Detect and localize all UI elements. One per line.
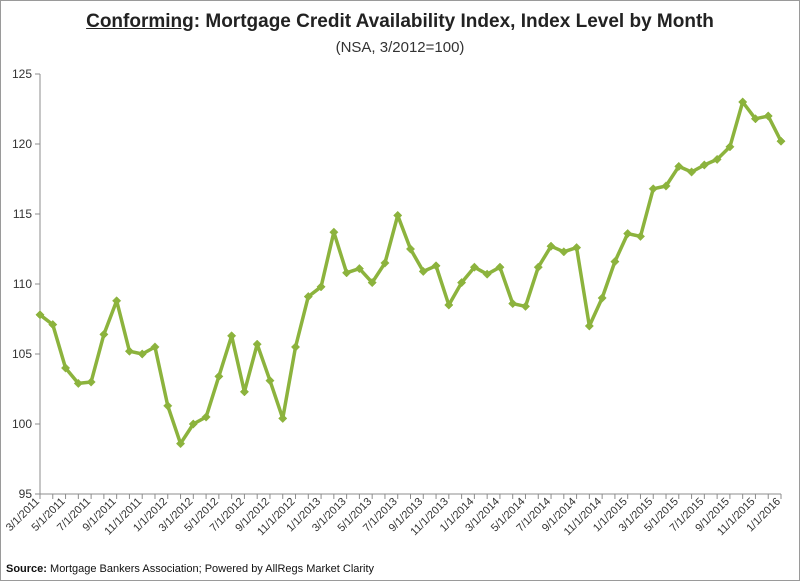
data-point bbox=[725, 142, 735, 152]
data-point bbox=[73, 378, 83, 388]
data-point bbox=[380, 258, 390, 268]
data-point bbox=[265, 376, 275, 386]
data-point bbox=[750, 114, 761, 124]
data-point bbox=[635, 231, 646, 241]
data-point bbox=[48, 320, 58, 330]
data-point bbox=[738, 97, 748, 107]
y-tick-label: 120 bbox=[12, 137, 32, 151]
data-point bbox=[99, 329, 109, 339]
data-point bbox=[469, 262, 479, 272]
data-point bbox=[163, 401, 173, 411]
data-point bbox=[584, 321, 594, 331]
chart-title-rest: : Mortgage Credit Availability Index, In… bbox=[193, 11, 714, 32]
data-point bbox=[35, 310, 45, 320]
data-point bbox=[674, 161, 684, 171]
data-point bbox=[393, 210, 403, 220]
data-point bbox=[316, 282, 326, 292]
chart-title-emphasis: Conforming bbox=[86, 11, 194, 32]
data-point bbox=[112, 296, 122, 306]
data-point bbox=[597, 293, 607, 303]
data-point bbox=[175, 439, 186, 449]
data-point bbox=[354, 264, 364, 274]
y-tick-label: 115 bbox=[13, 207, 32, 221]
source-text: Mortgage Bankers Association; Powered by… bbox=[46, 563, 375, 575]
data-point bbox=[457, 278, 467, 288]
data-point bbox=[699, 160, 709, 170]
data-point bbox=[418, 266, 428, 276]
data-point bbox=[444, 300, 454, 310]
data-point bbox=[763, 111, 773, 121]
data-point bbox=[610, 257, 620, 267]
chart-title: Conforming: Mortgage Credit Availability… bbox=[0, 11, 800, 33]
y-tick-label: 105 bbox=[12, 347, 32, 361]
data-point bbox=[431, 261, 441, 271]
data-point bbox=[546, 241, 556, 251]
data-point bbox=[150, 342, 160, 352]
data-point bbox=[405, 244, 416, 254]
data-point bbox=[227, 331, 237, 341]
data-point bbox=[661, 181, 671, 191]
data-point bbox=[648, 184, 658, 194]
data-point bbox=[278, 413, 288, 423]
data-point bbox=[482, 269, 492, 279]
data-point bbox=[137, 349, 147, 359]
data-point bbox=[188, 419, 198, 429]
data-point bbox=[342, 268, 352, 278]
data-point bbox=[329, 227, 339, 237]
data-point bbox=[623, 229, 633, 239]
data-point bbox=[367, 278, 377, 288]
data-point bbox=[86, 377, 96, 387]
y-tick-label: 125 bbox=[12, 67, 32, 81]
data-point bbox=[290, 342, 301, 352]
chart-series bbox=[35, 97, 786, 449]
data-point bbox=[214, 371, 224, 381]
data-point bbox=[201, 412, 211, 422]
data-point bbox=[776, 136, 786, 146]
data-point bbox=[239, 387, 249, 397]
chart-subtitle: (NSA, 3/2012=100) bbox=[335, 39, 465, 56]
chart-axes bbox=[39, 74, 781, 495]
data-point bbox=[495, 262, 505, 272]
data-point bbox=[520, 301, 531, 311]
data-point bbox=[60, 363, 71, 373]
source-note: Source: Mortgage Bankers Association; Po… bbox=[6, 563, 374, 575]
series-line bbox=[38, 100, 783, 446]
y-tick-label: 100 bbox=[12, 417, 32, 431]
data-point bbox=[508, 299, 518, 309]
y-tick-label: 95 bbox=[19, 487, 33, 501]
source-label: Source: bbox=[6, 563, 47, 575]
data-point bbox=[712, 154, 722, 164]
y-tick-label: 110 bbox=[13, 277, 32, 291]
data-point bbox=[559, 247, 569, 257]
data-point bbox=[572, 243, 582, 253]
data-point bbox=[303, 292, 313, 302]
data-point bbox=[252, 339, 262, 349]
chart-ticks: 951001051101151201253/1/20115/1/20117/1/… bbox=[4, 67, 783, 538]
data-point bbox=[124, 346, 134, 356]
data-point bbox=[533, 262, 543, 272]
data-point bbox=[687, 167, 697, 177]
